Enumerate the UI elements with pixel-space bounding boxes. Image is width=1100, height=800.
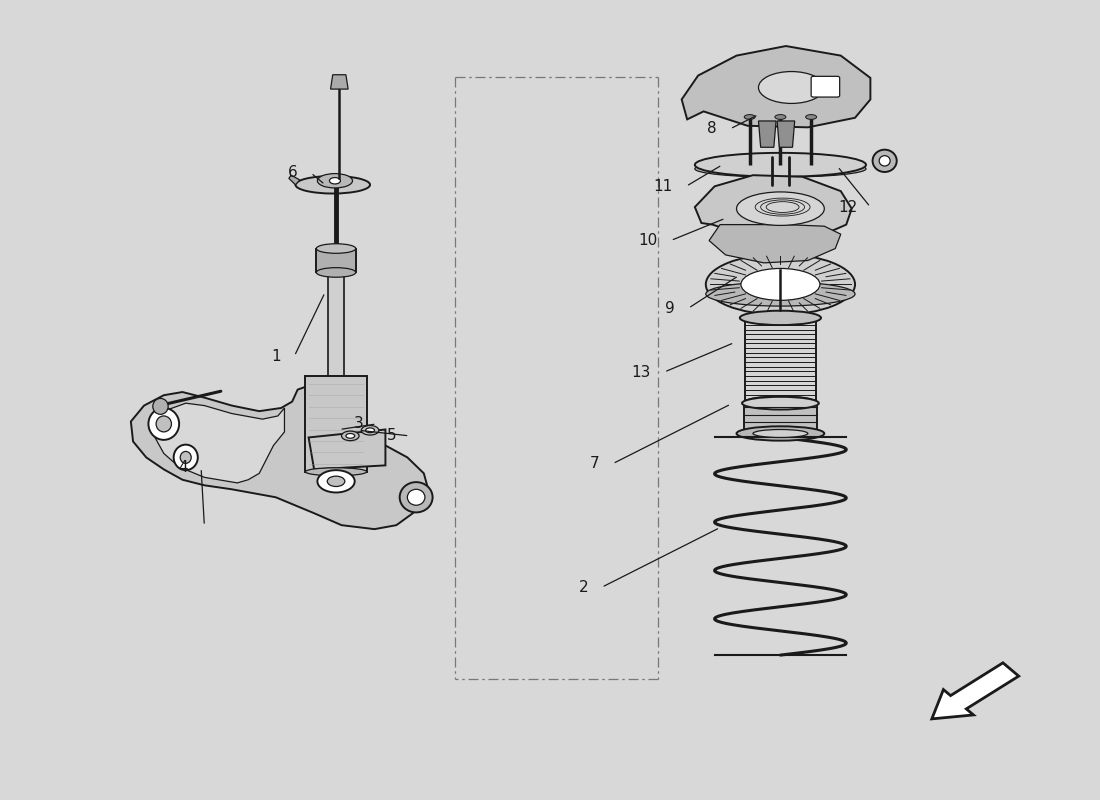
Polygon shape bbox=[682, 46, 870, 127]
Ellipse shape bbox=[745, 114, 756, 119]
Ellipse shape bbox=[361, 426, 378, 435]
Text: 11: 11 bbox=[653, 179, 673, 194]
Text: 1: 1 bbox=[272, 349, 282, 364]
Ellipse shape bbox=[879, 156, 890, 166]
Text: 6: 6 bbox=[288, 166, 298, 180]
Bar bbox=[746, 318, 815, 402]
Ellipse shape bbox=[153, 398, 168, 414]
Bar bbox=[317, 249, 355, 273]
Text: 2: 2 bbox=[579, 580, 588, 595]
Ellipse shape bbox=[805, 114, 816, 119]
Ellipse shape bbox=[345, 434, 354, 438]
Polygon shape bbox=[759, 121, 775, 147]
Ellipse shape bbox=[754, 430, 807, 438]
Ellipse shape bbox=[365, 428, 374, 433]
Polygon shape bbox=[710, 225, 840, 263]
Ellipse shape bbox=[695, 153, 866, 177]
Text: 9: 9 bbox=[666, 301, 675, 316]
Bar bbox=[745, 403, 816, 434]
Text: 5: 5 bbox=[387, 428, 396, 443]
Ellipse shape bbox=[296, 176, 370, 194]
Text: 7: 7 bbox=[590, 456, 600, 471]
Ellipse shape bbox=[774, 114, 785, 119]
Ellipse shape bbox=[148, 408, 179, 440]
Ellipse shape bbox=[328, 476, 344, 486]
Polygon shape bbox=[289, 175, 300, 185]
Ellipse shape bbox=[737, 426, 824, 441]
Ellipse shape bbox=[180, 451, 191, 463]
Ellipse shape bbox=[318, 174, 352, 188]
Ellipse shape bbox=[759, 71, 824, 103]
Ellipse shape bbox=[330, 178, 340, 184]
Text: 8: 8 bbox=[707, 122, 717, 137]
Ellipse shape bbox=[746, 396, 815, 407]
FancyArrow shape bbox=[932, 663, 1019, 719]
Ellipse shape bbox=[174, 445, 198, 470]
Text: 10: 10 bbox=[638, 233, 658, 248]
Polygon shape bbox=[777, 121, 794, 147]
Ellipse shape bbox=[306, 468, 366, 476]
Polygon shape bbox=[155, 403, 285, 483]
Ellipse shape bbox=[740, 310, 821, 325]
Polygon shape bbox=[331, 74, 348, 89]
Ellipse shape bbox=[156, 416, 172, 432]
Text: 13: 13 bbox=[631, 365, 651, 379]
Ellipse shape bbox=[741, 269, 820, 300]
Ellipse shape bbox=[318, 470, 354, 493]
Polygon shape bbox=[131, 386, 429, 529]
Polygon shape bbox=[695, 175, 851, 239]
Ellipse shape bbox=[706, 282, 855, 306]
Ellipse shape bbox=[737, 192, 824, 226]
Polygon shape bbox=[309, 430, 385, 470]
Ellipse shape bbox=[341, 431, 359, 441]
Text: 3: 3 bbox=[354, 417, 363, 431]
Ellipse shape bbox=[706, 254, 855, 314]
Ellipse shape bbox=[407, 490, 425, 506]
Ellipse shape bbox=[742, 397, 818, 410]
Ellipse shape bbox=[317, 244, 355, 254]
Ellipse shape bbox=[695, 161, 866, 177]
Ellipse shape bbox=[872, 150, 896, 172]
FancyBboxPatch shape bbox=[811, 76, 839, 97]
Ellipse shape bbox=[317, 268, 355, 278]
Text: 4: 4 bbox=[178, 460, 188, 475]
Ellipse shape bbox=[399, 482, 432, 513]
Bar bbox=[306, 376, 366, 472]
Text: 12: 12 bbox=[838, 199, 857, 214]
